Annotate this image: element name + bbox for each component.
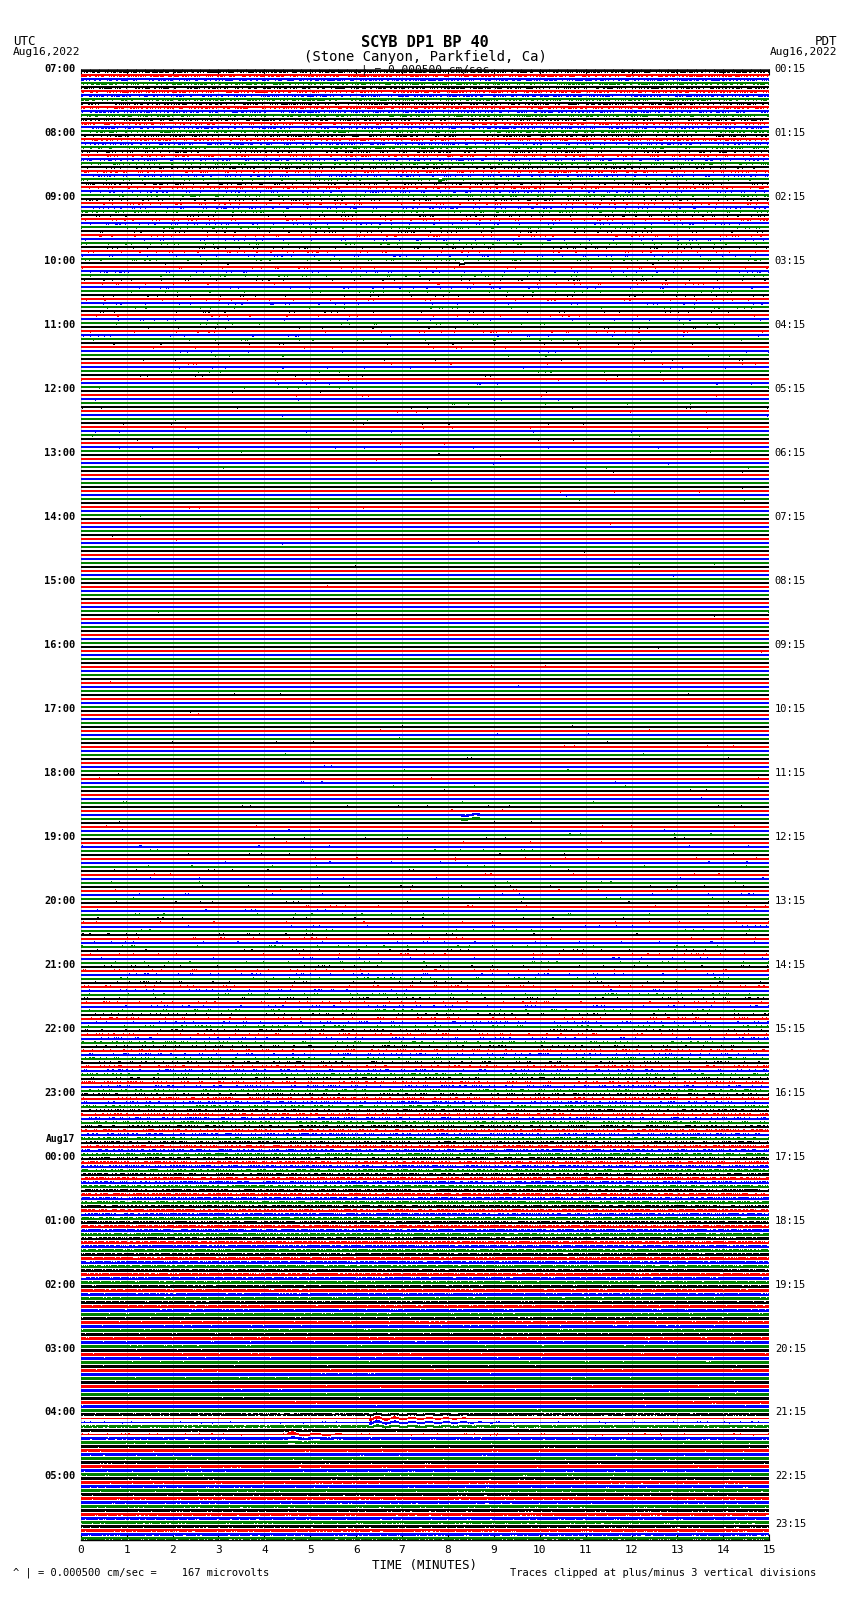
Text: 12:15: 12:15: [775, 832, 806, 842]
Text: 14:15: 14:15: [775, 960, 806, 969]
Text: UTC: UTC: [13, 35, 35, 48]
Text: 01:00: 01:00: [44, 1216, 75, 1226]
Text: 07:15: 07:15: [775, 511, 806, 523]
Text: 20:00: 20:00: [44, 895, 75, 907]
Text: 02:00: 02:00: [44, 1279, 75, 1289]
Text: 20:15: 20:15: [775, 1344, 806, 1353]
Text: 06:15: 06:15: [775, 448, 806, 458]
Text: 08:15: 08:15: [775, 576, 806, 586]
Text: 13:00: 13:00: [44, 448, 75, 458]
Text: 17:15: 17:15: [775, 1152, 806, 1161]
Text: 09:00: 09:00: [44, 192, 75, 202]
Text: 07:00: 07:00: [44, 65, 75, 74]
Text: 02:15: 02:15: [775, 192, 806, 202]
Text: 22:00: 22:00: [44, 1024, 75, 1034]
Text: 00:00: 00:00: [44, 1152, 75, 1161]
Text: 15:15: 15:15: [775, 1024, 806, 1034]
Text: 03:00: 03:00: [44, 1344, 75, 1353]
Text: 12:00: 12:00: [44, 384, 75, 394]
Text: 22:15: 22:15: [775, 1471, 806, 1481]
Text: 03:15: 03:15: [775, 256, 806, 266]
X-axis label: TIME (MINUTES): TIME (MINUTES): [372, 1560, 478, 1573]
Text: SCYB DP1 BP 40: SCYB DP1 BP 40: [361, 35, 489, 50]
Text: 13:15: 13:15: [775, 895, 806, 907]
Text: Aug17: Aug17: [46, 1134, 75, 1144]
Text: 04:15: 04:15: [775, 321, 806, 331]
Text: 11:00: 11:00: [44, 321, 75, 331]
Text: 00:15: 00:15: [775, 65, 806, 74]
Text: 15:00: 15:00: [44, 576, 75, 586]
Text: 16:15: 16:15: [775, 1087, 806, 1098]
Text: (Stone Canyon, Parkfield, Ca): (Stone Canyon, Parkfield, Ca): [303, 50, 547, 65]
Text: | = 0.000500 cm/sec: | = 0.000500 cm/sec: [361, 65, 489, 76]
Text: 10:15: 10:15: [775, 703, 806, 715]
Text: ^ | = 0.000500 cm/sec =    167 microvolts: ^ | = 0.000500 cm/sec = 167 microvolts: [13, 1568, 269, 1579]
Text: Traces clipped at plus/minus 3 vertical divisions: Traces clipped at plus/minus 3 vertical …: [510, 1568, 816, 1578]
Text: 08:00: 08:00: [44, 129, 75, 139]
Text: 23:15: 23:15: [775, 1519, 806, 1529]
Text: 14:00: 14:00: [44, 511, 75, 523]
Text: 11:15: 11:15: [775, 768, 806, 777]
Text: Aug16,2022: Aug16,2022: [770, 47, 837, 56]
Text: 19:00: 19:00: [44, 832, 75, 842]
Text: 21:15: 21:15: [775, 1408, 806, 1418]
Text: 10:00: 10:00: [44, 256, 75, 266]
Text: 18:15: 18:15: [775, 1216, 806, 1226]
Text: 19:15: 19:15: [775, 1279, 806, 1289]
Text: 17:00: 17:00: [44, 703, 75, 715]
Text: 21:00: 21:00: [44, 960, 75, 969]
Text: 16:00: 16:00: [44, 640, 75, 650]
Text: Aug16,2022: Aug16,2022: [13, 47, 80, 56]
Text: 09:15: 09:15: [775, 640, 806, 650]
Text: 05:15: 05:15: [775, 384, 806, 394]
Text: 23:00: 23:00: [44, 1087, 75, 1098]
Text: 05:00: 05:00: [44, 1471, 75, 1481]
Text: PDT: PDT: [815, 35, 837, 48]
Text: 04:00: 04:00: [44, 1408, 75, 1418]
Text: 18:00: 18:00: [44, 768, 75, 777]
Text: 01:15: 01:15: [775, 129, 806, 139]
